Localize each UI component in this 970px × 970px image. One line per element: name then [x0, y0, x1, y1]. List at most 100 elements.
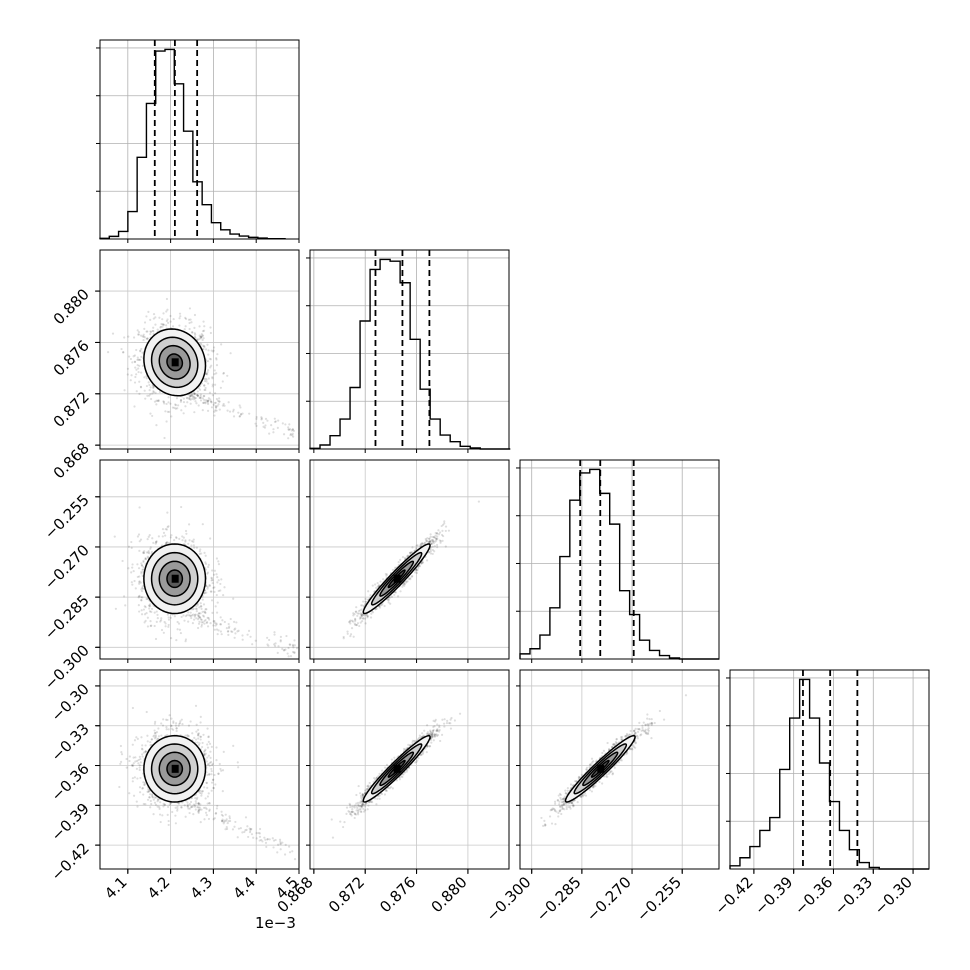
- scatter-point: [179, 315, 182, 318]
- scatter-point: [388, 596, 392, 599]
- scatter-point: [200, 625, 203, 628]
- scatter-point: [160, 322, 163, 326]
- scatter-point: [431, 538, 435, 542]
- scatter-point: [371, 611, 375, 614]
- scatter-point: [151, 796, 154, 799]
- scatter-point: [165, 319, 168, 323]
- scatter-point: [420, 562, 423, 565]
- scatter-point: [169, 616, 172, 619]
- scatter-point: [260, 416, 263, 419]
- scatter-point: [428, 537, 431, 540]
- scatter-point: [166, 308, 169, 311]
- scatter-point: [138, 506, 141, 509]
- scatter-point: [272, 431, 275, 434]
- scatter-point: [153, 624, 156, 628]
- scatter-point: [147, 535, 150, 539]
- scatter-point: [197, 338, 200, 341]
- scatter-point: [216, 576, 219, 579]
- scatter-point: [434, 536, 437, 540]
- scatter-point: [141, 586, 144, 589]
- scatter-point: [190, 539, 194, 543]
- scatter-point: [418, 564, 421, 567]
- scatter-point: [393, 593, 396, 596]
- scatter-point: [354, 618, 357, 621]
- scatter-point: [209, 326, 212, 329]
- scatter-point: [143, 321, 147, 324]
- scatter-point: [217, 563, 221, 566]
- histogram-frame-1: [309, 249, 510, 450]
- scatter-point: [142, 551, 145, 554]
- scatter-point: [148, 383, 151, 387]
- scatter-point: [133, 354, 136, 357]
- scatter-point: [164, 622, 167, 625]
- scatter-point: [420, 562, 423, 565]
- scatter-point: [145, 337, 148, 340]
- scatter-point: [397, 561, 400, 564]
- scatter-point: [182, 614, 185, 617]
- scatter-point: [201, 523, 204, 526]
- scatter-point: [291, 644, 295, 647]
- scatter-point: [205, 781, 208, 785]
- scatter-point: [190, 806, 193, 809]
- scatter-point: [439, 541, 442, 544]
- scatter-point: [136, 563, 139, 566]
- scatter-point: [149, 393, 152, 396]
- scatter-point: [403, 582, 406, 586]
- scatter-point: [163, 436, 166, 440]
- scatter-point: [293, 651, 296, 654]
- scatter-point: [111, 332, 115, 335]
- scatter-point: [415, 544, 418, 547]
- scatter-point: [215, 573, 218, 576]
- scatter-point: [131, 361, 134, 364]
- scatter-point: [423, 541, 427, 544]
- scatter-point: [365, 613, 368, 617]
- scatter-point: [213, 369, 216, 372]
- scatter-point: [431, 540, 434, 544]
- scatter-point: [197, 732, 201, 735]
- scatter-point: [195, 402, 198, 405]
- scatter-point: [211, 611, 214, 614]
- scatter-point: [355, 623, 358, 627]
- scatter-point: [222, 594, 225, 597]
- scatter-point: [142, 565, 145, 569]
- scatter-point: [204, 618, 207, 622]
- scatter-point: [161, 535, 164, 538]
- scatter-point: [193, 326, 196, 329]
- scatter-point: [191, 397, 194, 400]
- scatter-point: [212, 786, 215, 789]
- scatter-point: [167, 396, 170, 399]
- scatter-point: [187, 807, 190, 810]
- scatter-point: [361, 617, 365, 620]
- scatter-point: [194, 607, 197, 610]
- scatter-point: [146, 556, 150, 559]
- scatter-point: [389, 602, 392, 605]
- scatter-point: [137, 533, 141, 536]
- scatter-point: [196, 603, 199, 606]
- scatter-point: [141, 568, 144, 571]
- scatter-point: [193, 313, 197, 317]
- scatter-point: [170, 637, 173, 640]
- scatter-point: [212, 403, 215, 406]
- scatter-point: [438, 531, 442, 534]
- scatter-point: [434, 540, 437, 543]
- scatter-point: [212, 620, 215, 623]
- scatter-point: [220, 343, 223, 346]
- scatter-point: [163, 402, 166, 405]
- scatter-point: [385, 574, 388, 577]
- contour-line: [379, 560, 415, 597]
- scatter-point: [194, 613, 197, 616]
- scatter-point: [145, 330, 148, 333]
- scatter-point: [282, 433, 286, 436]
- scatter-point: [447, 529, 451, 532]
- scatter-point: [233, 628, 236, 631]
- scatter-point: [435, 538, 438, 541]
- scatter-point: [241, 412, 244, 415]
- scatter-point: [130, 374, 133, 377]
- scatter-point: [145, 551, 149, 554]
- scatter-point: [442, 534, 445, 538]
- scatter-point: [234, 632, 237, 635]
- scatter-point: [213, 628, 216, 631]
- scatter-point: [421, 542, 425, 546]
- scatter-point: [214, 409, 217, 412]
- scatter-point: [174, 724, 178, 727]
